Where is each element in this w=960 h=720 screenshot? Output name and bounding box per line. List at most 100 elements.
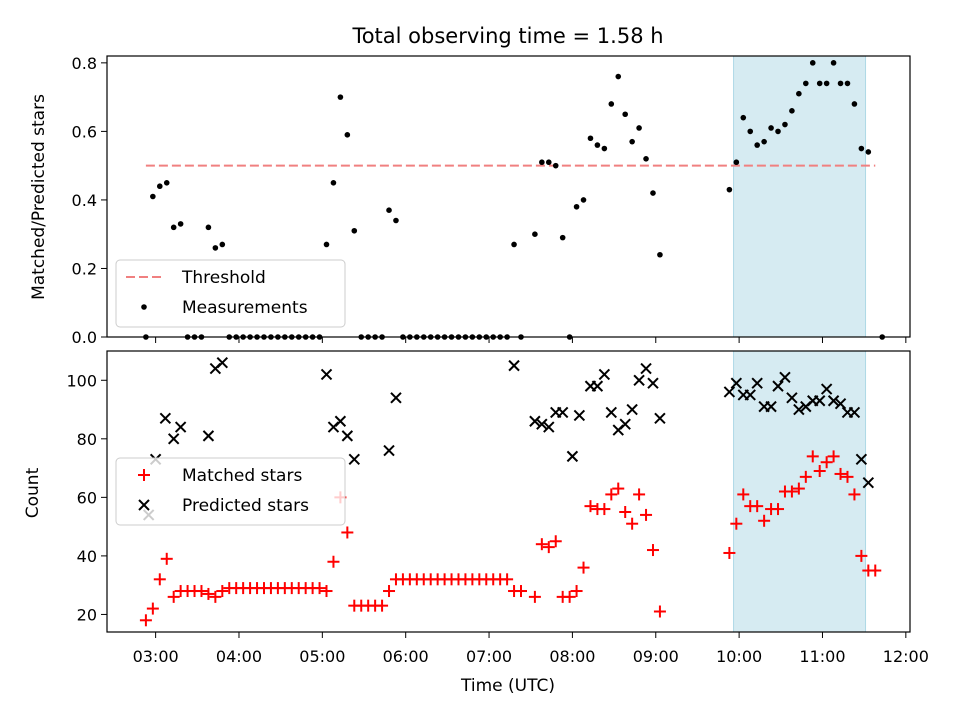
x-tick-label: 10:00 <box>716 647 762 666</box>
measurement-point <box>782 121 788 128</box>
measurement-point <box>552 162 559 169</box>
measurement-point <box>636 125 642 131</box>
matched-stars-point <box>751 500 764 513</box>
measurement-point <box>858 145 865 152</box>
predicted-stars-point <box>813 395 826 407</box>
predicted-stars-point <box>159 412 172 425</box>
measurement-point <box>796 90 802 97</box>
matched-stars-point <box>501 573 514 586</box>
matched-stars-point <box>841 470 854 483</box>
matched-stars-point <box>153 573 166 586</box>
y-axis-label-bottom: Count <box>23 467 43 518</box>
predicted-stars-point <box>390 392 402 404</box>
measurement-point <box>608 101 615 107</box>
predicted-stars-point <box>779 371 791 384</box>
matched-stars-point <box>633 488 646 501</box>
matched-stars-point <box>584 500 597 513</box>
measurement-point <box>726 186 733 193</box>
predicted-stars-point <box>167 433 180 445</box>
predicted-stars-point <box>744 389 756 401</box>
measurement-point <box>768 125 774 131</box>
measurement-point <box>775 128 781 135</box>
y-tick-label: 60 <box>77 488 97 507</box>
measurement-point <box>643 156 649 162</box>
y-tick-label: 40 <box>77 547 97 566</box>
predicted-stars-point <box>765 400 777 413</box>
measurement-point <box>615 73 622 80</box>
predicted-stars-point <box>848 406 861 419</box>
measurement-point <box>733 159 740 166</box>
measurement-point <box>837 80 844 87</box>
measurement-point <box>386 207 392 214</box>
measurement-point <box>601 145 608 152</box>
matched-stars-point <box>806 450 819 463</box>
matched-stars-point <box>785 485 798 498</box>
y-tick-label: 0.0 <box>72 328 97 347</box>
predicted-stars-point <box>772 380 784 392</box>
measurement-point <box>573 203 580 210</box>
matched-stars-point <box>605 488 618 501</box>
measurement-point <box>657 251 663 258</box>
measurement-point <box>580 197 587 203</box>
predicted-stars-point <box>529 415 541 427</box>
measurement-point <box>323 241 330 248</box>
matched-stars-point <box>195 585 208 598</box>
matched-stars-point <box>542 541 555 554</box>
measurement-point <box>803 80 809 87</box>
measurement-point <box>559 234 566 241</box>
measurement-point <box>844 80 851 87</box>
measurement-point <box>539 159 545 166</box>
y-tick-label: 0.8 <box>72 54 97 73</box>
matched-stars-point <box>598 503 611 516</box>
matched-stars-point <box>209 590 222 603</box>
matched-stars-point <box>640 508 653 521</box>
measurement-point <box>344 132 351 138</box>
legend-label: Predicted stars <box>182 496 309 516</box>
measurement-point <box>594 142 601 148</box>
matched-stars-point <box>820 456 833 469</box>
matched-stars-point <box>139 614 152 627</box>
measurement-point <box>330 179 337 186</box>
predicted-stars-point <box>536 418 548 430</box>
plot-layer: 0.0 0.2 0.4 0.6 0.8 Threshold Measurements 20 40… <box>66 54 928 666</box>
measurement-point <box>511 241 517 248</box>
predicted-stars-point <box>556 406 569 419</box>
legend-swatch-measurements <box>141 304 147 310</box>
predicted-stars-point <box>341 430 354 442</box>
predicted-stars-point <box>508 359 520 372</box>
legend-label: Threshold <box>181 268 266 288</box>
legend-label: Measurements <box>182 298 308 318</box>
matched-stars-point <box>813 465 826 478</box>
chart-title: Total observing time = 1.58 h <box>351 24 663 48</box>
measurement-point <box>393 217 399 224</box>
x-tick-label: 04:00 <box>216 647 262 666</box>
matched-stars-point <box>376 599 389 612</box>
measurement-point <box>740 114 747 121</box>
measurement-point <box>219 241 226 248</box>
matched-stars-point <box>869 564 882 577</box>
matched-stars-point <box>515 585 528 598</box>
predicted-stars-point <box>216 357 229 369</box>
predicted-stars-point <box>827 395 840 407</box>
predicted-stars-point <box>202 430 215 442</box>
measurement-point <box>761 138 767 145</box>
matched-stars-point <box>383 585 396 598</box>
predicted-stars-point <box>647 377 659 389</box>
measurement-point <box>747 128 754 135</box>
x-tick-label: 03:00 <box>133 647 179 666</box>
predicted-stars-point <box>605 406 618 419</box>
measurement-point <box>865 149 872 155</box>
matched-stars-point <box>563 590 576 603</box>
matched-stars-point <box>202 587 215 600</box>
matched-stars-point <box>799 470 812 483</box>
legend-box <box>115 457 346 526</box>
measurement-point <box>823 80 830 87</box>
predicted-stars-point <box>786 392 798 404</box>
predicted-stars-point <box>730 377 743 389</box>
matched-stars-point <box>855 549 868 562</box>
matched-stars-point <box>216 585 229 598</box>
matched-stars-point <box>160 552 173 565</box>
matched-stars-point <box>626 517 639 530</box>
predicted-stars-point <box>820 383 833 395</box>
